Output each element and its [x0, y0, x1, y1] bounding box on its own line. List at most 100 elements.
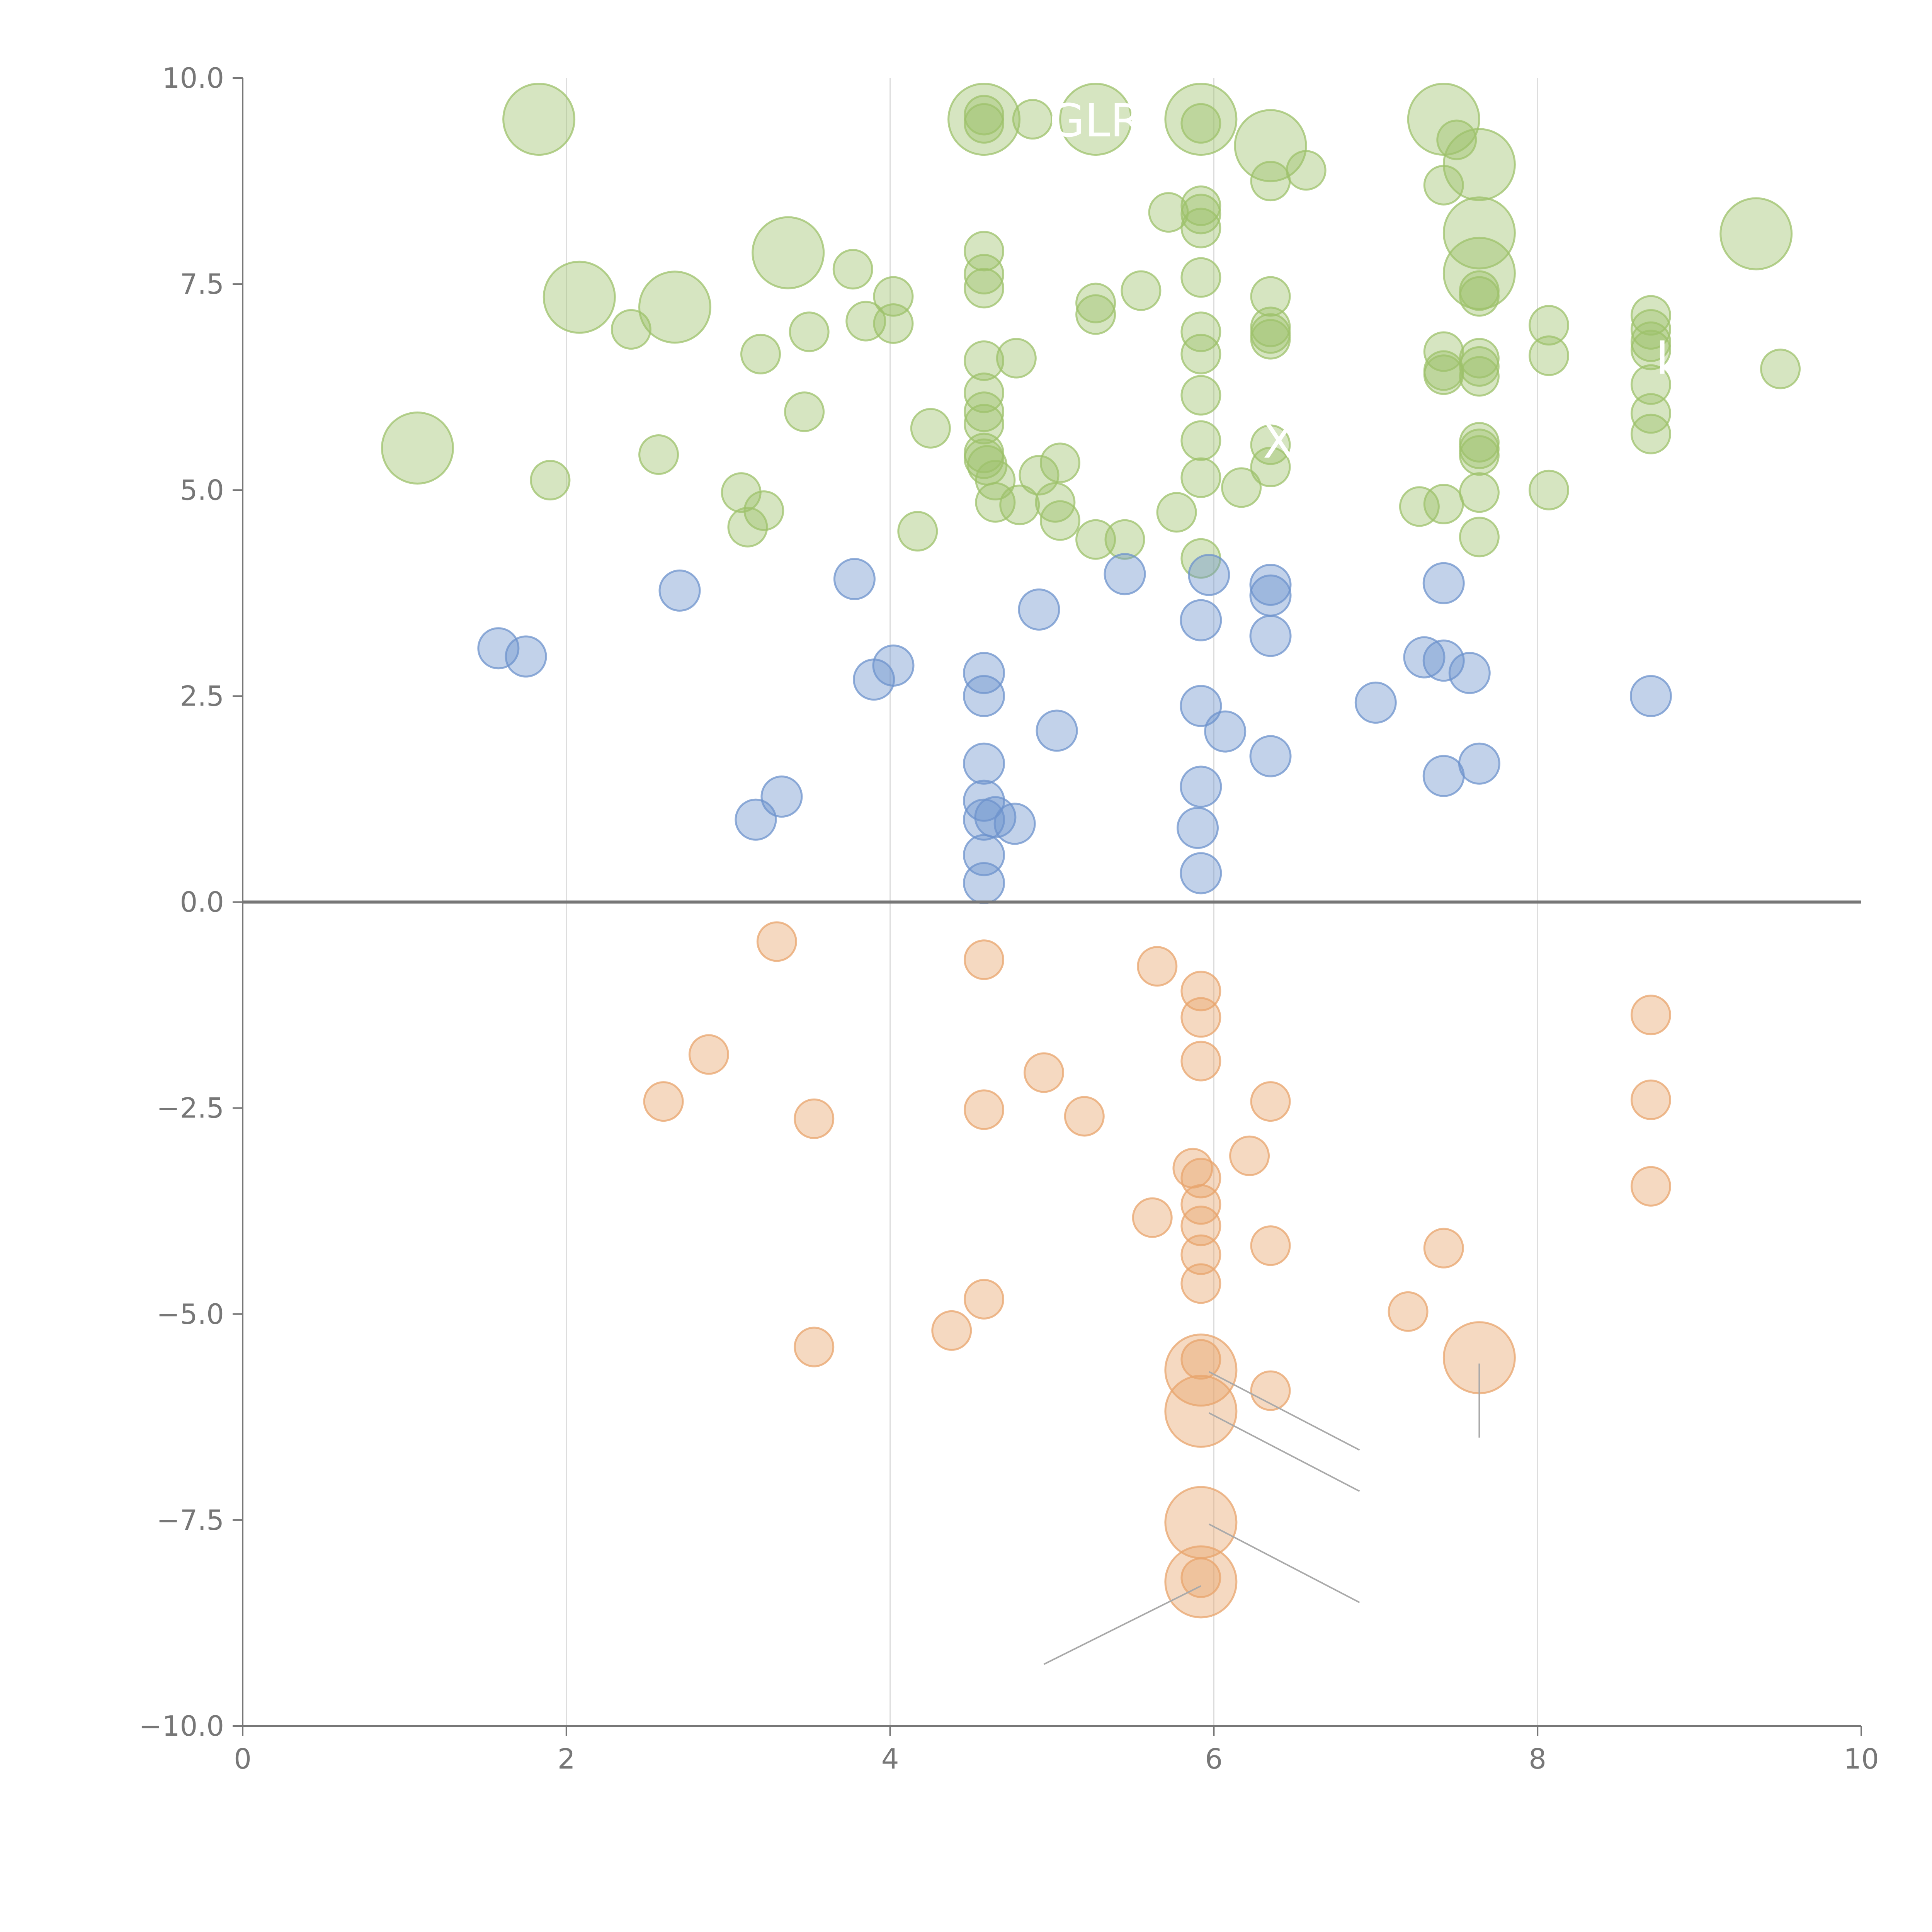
- data-point: [752, 216, 825, 289]
- data-point: [1039, 500, 1080, 541]
- data-point: [505, 635, 547, 678]
- data-point: [756, 921, 797, 962]
- data-point: [1180, 599, 1222, 641]
- data-point: [1459, 356, 1500, 397]
- data-point: [794, 1327, 835, 1367]
- data-point: [1250, 1081, 1291, 1122]
- x-tick-label: 8: [1529, 1743, 1546, 1775]
- data-point: [1249, 563, 1292, 606]
- data-point: [784, 391, 825, 432]
- data-point: [964, 1089, 1005, 1130]
- data-point: [963, 652, 1005, 694]
- data-point: [1630, 321, 1671, 362]
- data-point: [1442, 128, 1516, 201]
- data-point: [735, 798, 777, 841]
- data-point: [964, 268, 1005, 309]
- leader-line: [1208, 1412, 1360, 1492]
- data-point: [964, 391, 1005, 432]
- y-tick-label: 10.0: [162, 62, 224, 94]
- data-point: [611, 309, 651, 350]
- leader-line: [1043, 1585, 1201, 1665]
- data-point: [996, 338, 1037, 379]
- data-point: [1180, 1263, 1221, 1304]
- annotation-label: X: [1263, 415, 1294, 469]
- data-point: [794, 1098, 835, 1139]
- data-point: [1075, 282, 1116, 323]
- data-point: [964, 254, 1005, 295]
- data-point: [1180, 333, 1221, 374]
- data-point: [1422, 562, 1465, 604]
- data-point: [1177, 807, 1219, 849]
- data-point: [1249, 735, 1292, 777]
- data-point: [1180, 457, 1221, 498]
- data-point: [1221, 467, 1262, 508]
- data-point: [1250, 1225, 1291, 1266]
- data-point: [638, 270, 711, 344]
- data-point: [643, 1081, 684, 1122]
- data-point: [1630, 1079, 1671, 1120]
- data-point: [1423, 354, 1464, 395]
- data-point: [1180, 257, 1221, 298]
- data-point: [1250, 161, 1291, 202]
- data-point: [1180, 1041, 1221, 1082]
- data-point: [964, 939, 1005, 980]
- data-point: [1018, 588, 1060, 631]
- data-point: [964, 95, 1005, 136]
- data-point: [1459, 472, 1500, 513]
- data-point: [833, 558, 876, 600]
- data-point: [743, 490, 784, 531]
- y-tick-label: −2.5: [156, 1092, 224, 1124]
- data-point: [1422, 639, 1465, 682]
- data-point: [1629, 675, 1672, 717]
- data-point: [1448, 652, 1491, 694]
- leader-line: [1208, 1523, 1360, 1603]
- y-tick-label: −5.0: [156, 1298, 224, 1330]
- data-point: [1630, 413, 1671, 454]
- data-point: [1630, 1166, 1671, 1207]
- data-point: [740, 333, 781, 374]
- data-point: [1719, 197, 1793, 270]
- data-point: [1164, 1545, 1238, 1619]
- data-point: [999, 485, 1040, 526]
- data-point: [1436, 119, 1477, 160]
- data-point: [963, 862, 1005, 904]
- y-tick-label: −10.0: [139, 1710, 224, 1742]
- data-point: [1529, 469, 1570, 510]
- data-point: [964, 438, 1005, 479]
- data-point: [638, 434, 679, 475]
- data-point: [1164, 1374, 1238, 1448]
- data-point: [1250, 424, 1291, 465]
- data-point: [1180, 194, 1221, 235]
- y-tick-label: 2.5: [180, 680, 224, 712]
- data-point: [1760, 349, 1801, 389]
- axes: 0 2 4 6 8 10 10.0 7.5 5.0 2.5 0.0 −2.5 −5.0 −7.5 −10.0: [139, 62, 1879, 1775]
- data-point: [1249, 615, 1292, 657]
- data-point: [1286, 150, 1327, 191]
- data-point: [1012, 99, 1053, 140]
- annotation-label: I: [1655, 331, 1669, 384]
- data-point: [1104, 519, 1145, 560]
- data-point: [1204, 710, 1247, 753]
- data-point: [947, 83, 1021, 156]
- data-point: [1459, 270, 1500, 311]
- data-point: [1459, 338, 1500, 379]
- data-point: [1423, 1228, 1464, 1269]
- data-point: [1422, 755, 1465, 797]
- data-point: [1630, 330, 1671, 371]
- data-point: [964, 103, 1005, 144]
- data-point: [910, 408, 951, 449]
- data-point: [1036, 709, 1078, 752]
- data-point: [1423, 165, 1464, 206]
- data-point: [1180, 1234, 1221, 1275]
- leader-lines: [243, 900, 1861, 1665]
- data-point: [1442, 196, 1516, 270]
- x-tick-label: 0: [234, 1743, 252, 1775]
- data-point: [931, 1310, 972, 1351]
- data-point: [658, 569, 701, 612]
- data-point: [1529, 335, 1570, 376]
- x-tick-label: 6: [1205, 1743, 1223, 1775]
- data-point: [1039, 442, 1080, 483]
- annotation-label: GLR: [1049, 94, 1142, 147]
- data-point: [1121, 270, 1162, 311]
